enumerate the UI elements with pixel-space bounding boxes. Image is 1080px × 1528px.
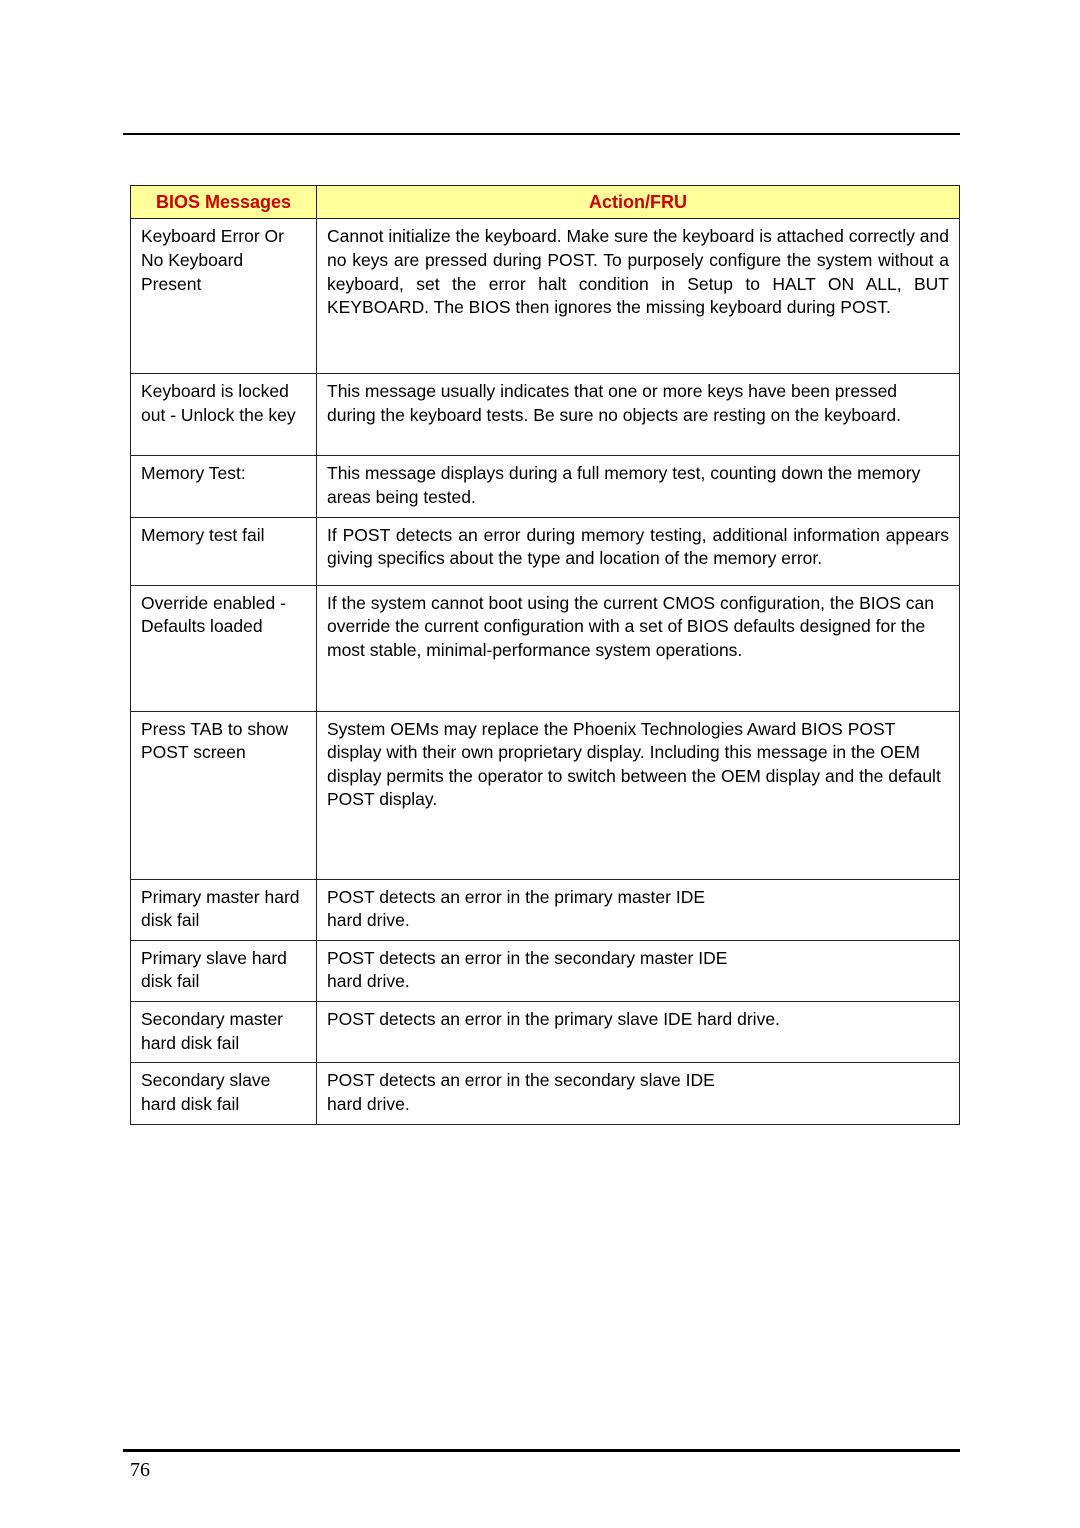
bios-message-cell: Primary master hard disk fail	[131, 879, 317, 940]
bios-message-cell: Keyboard Error Or No Keyboard Present	[131, 219, 317, 374]
bios-message-cell: Press TAB to show POST screen	[131, 711, 317, 879]
table-row: Override enabled - Defaults loadedIf the…	[131, 585, 960, 711]
main-content: BIOS Messages Action/FRU Keyboard Error …	[130, 185, 960, 1125]
action-cell: System OEMs may replace the Phoenix Tech…	[317, 711, 960, 879]
table-row: Keyboard is locked out - Unlock the keyT…	[131, 374, 960, 456]
action-cell: POST detects an error in the primary sla…	[317, 1002, 960, 1063]
table-row: Primary slave hard disk failPOST detects…	[131, 940, 960, 1001]
action-cell: This message displays during a full memo…	[317, 456, 960, 517]
col-header-bios: BIOS Messages	[131, 186, 317, 219]
col-header-action: Action/FRU	[317, 186, 960, 219]
bios-messages-table: BIOS Messages Action/FRU Keyboard Error …	[130, 185, 960, 1125]
table-row: Secondary slave hard disk failPOST detec…	[131, 1063, 960, 1124]
table-row: Press TAB to show POST screenSystem OEMs…	[131, 711, 960, 879]
action-cell: POST detects an error in the secondary m…	[317, 940, 960, 1001]
bios-message-cell: Secondary master hard disk fail	[131, 1002, 317, 1063]
bios-message-cell: Memory test fail	[131, 517, 317, 585]
action-cell: If the system cannot boot using the curr…	[317, 585, 960, 711]
page-number: 76	[130, 1459, 150, 1482]
bios-message-cell: Primary slave hard disk fail	[131, 940, 317, 1001]
table-row: Memory test failIf POST detects an error…	[131, 517, 960, 585]
action-cell: This message usually indicates that one …	[317, 374, 960, 456]
table-row: Keyboard Error Or No Keyboard PresentCan…	[131, 219, 960, 374]
action-cell: Cannot initialize the keyboard. Make sur…	[317, 219, 960, 374]
table-row: Primary master hard disk failPOST detect…	[131, 879, 960, 940]
table-header-row: BIOS Messages Action/FRU	[131, 186, 960, 219]
bios-message-cell: Secondary slave hard disk fail	[131, 1063, 317, 1124]
action-cell: POST detects an error in the secondary s…	[317, 1063, 960, 1124]
action-cell: If POST detects an error during memory t…	[317, 517, 960, 585]
table-row: Secondary master hard disk failPOST dete…	[131, 1002, 960, 1063]
bios-message-cell: Memory Test:	[131, 456, 317, 517]
bios-message-cell: Keyboard is locked out - Unlock the key	[131, 374, 317, 456]
action-cell: POST detects an error in the primary mas…	[317, 879, 960, 940]
bios-message-cell: Override enabled - Defaults loaded	[131, 585, 317, 711]
table-row: Memory Test:This message displays during…	[131, 456, 960, 517]
table-body: Keyboard Error Or No Keyboard PresentCan…	[131, 219, 960, 1124]
footer-rule	[123, 1449, 960, 1452]
top-rule	[123, 133, 960, 135]
